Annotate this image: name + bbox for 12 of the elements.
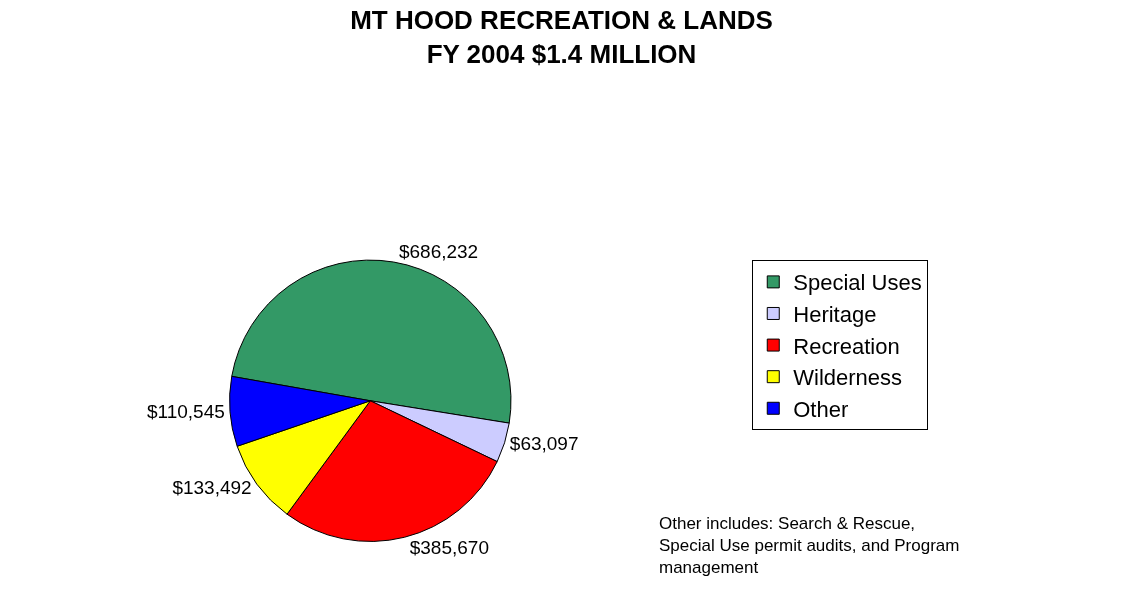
legend-label: Other xyxy=(793,396,849,422)
data-label: $110,545 xyxy=(146,401,225,423)
legend-label: Special Uses xyxy=(793,270,922,296)
data-label: $385,670 xyxy=(409,536,489,558)
data-label: $686,232 xyxy=(398,241,479,263)
text: Other includes: Search & Rescue, Special Use permit audits, and Program management xyxy=(659,514,960,578)
legend-label: Recreation xyxy=(793,333,900,359)
legend-label: Wilderness xyxy=(793,365,903,391)
data-label: $133,492 xyxy=(172,477,252,499)
data-label: $63,097 xyxy=(509,433,579,455)
legend-label: Heritage xyxy=(793,302,877,328)
chart-title: MT HOOD RECREATION & LANDS FY 2004 $1.4 MILLION xyxy=(350,5,773,70)
